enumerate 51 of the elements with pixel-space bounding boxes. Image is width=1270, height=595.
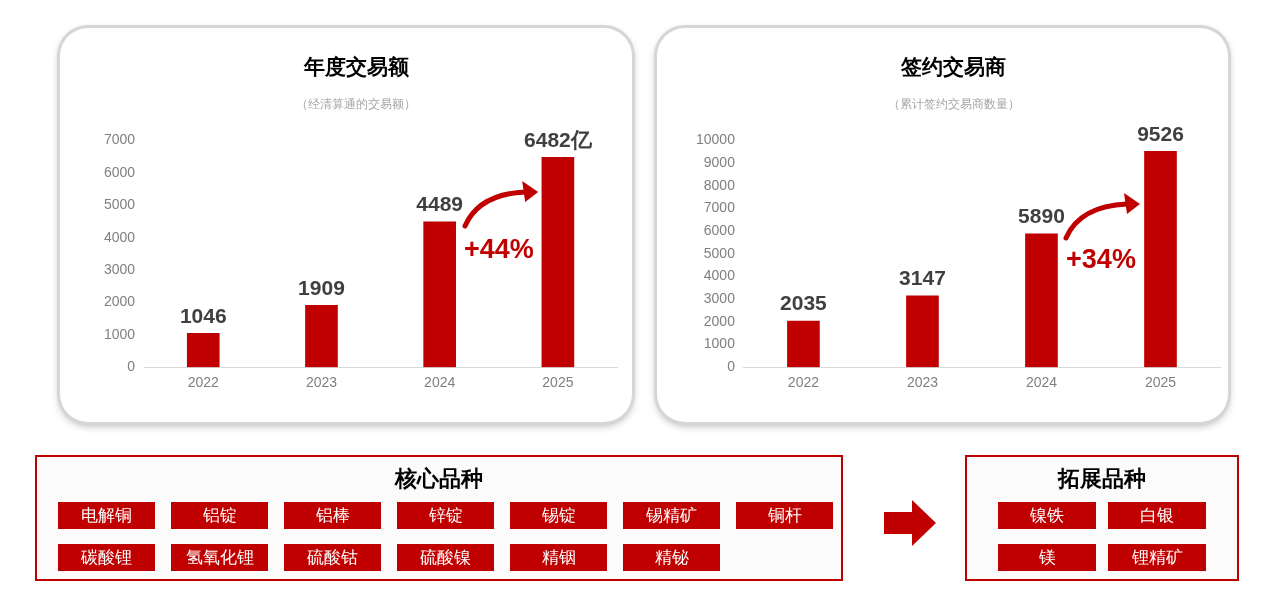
bar xyxy=(186,333,220,368)
bar xyxy=(906,295,939,368)
y-tick-label: 3000 xyxy=(103,260,136,277)
data-label: 3147 xyxy=(899,266,946,290)
x-tick-label: 2022 xyxy=(187,374,220,391)
text: 核心品种 xyxy=(393,465,484,493)
y-tick-label: 7000 xyxy=(703,199,736,216)
y-tick-label: 2000 xyxy=(103,293,136,310)
text: 拓展品种 xyxy=(1056,465,1147,493)
data-label: 5890 xyxy=(1018,204,1065,228)
data-label: 1909 xyxy=(298,275,345,299)
y-tick-label: 8000 xyxy=(703,176,736,193)
data-label: 6482亿 xyxy=(524,127,593,151)
y-tick-label: 6000 xyxy=(703,222,736,239)
y-tick-label: 6000 xyxy=(103,163,136,180)
y-tick-label: 0 xyxy=(127,358,136,375)
data-label: 1046 xyxy=(179,303,227,327)
annotation: +44% xyxy=(463,234,534,265)
bar xyxy=(787,320,820,368)
x-tick-label: 2023 xyxy=(906,374,939,391)
x-tick-label: 2023 xyxy=(305,374,338,391)
annotation: +34% xyxy=(1066,243,1136,274)
y-tick-label: 7000 xyxy=(103,131,136,148)
x-tick-label: 2025 xyxy=(542,374,574,391)
x-tick-label: 2022 xyxy=(787,374,820,391)
bar xyxy=(423,221,457,368)
chart-subtitle: （经清算通的交易额） xyxy=(296,96,416,111)
chart-title: 年度交易额 xyxy=(302,55,410,79)
data-label: 4489 xyxy=(416,192,464,216)
x-tick-label: 2025 xyxy=(1144,374,1177,391)
bar xyxy=(1025,233,1058,368)
y-tick-label: 0 xyxy=(727,358,736,375)
y-tick-label: 2000 xyxy=(703,312,736,329)
y-tick-label: 9000 xyxy=(703,154,736,171)
y-tick-label: 4000 xyxy=(703,267,736,284)
y-tick-label: 4000 xyxy=(103,228,136,245)
bar xyxy=(305,305,338,368)
data-label: 2035 xyxy=(780,291,828,315)
y-tick-label: 1000 xyxy=(703,335,736,352)
y-tick-label: 3000 xyxy=(703,290,736,307)
bar xyxy=(1144,151,1177,368)
x-tick-label: 2024 xyxy=(424,374,456,391)
bar xyxy=(541,157,575,368)
y-tick-label: 10000 xyxy=(695,131,736,148)
y-tick-label: 1000 xyxy=(103,325,136,342)
y-tick-label: 5000 xyxy=(103,196,136,213)
data-label: 9526 xyxy=(1137,121,1184,145)
chart-title: 签约交易商 xyxy=(900,55,1006,79)
x-tick-label: 2024 xyxy=(1025,374,1058,391)
y-tick-label: 5000 xyxy=(703,244,736,261)
chart-subtitle: （累计签约交易商数量） xyxy=(887,96,1020,111)
